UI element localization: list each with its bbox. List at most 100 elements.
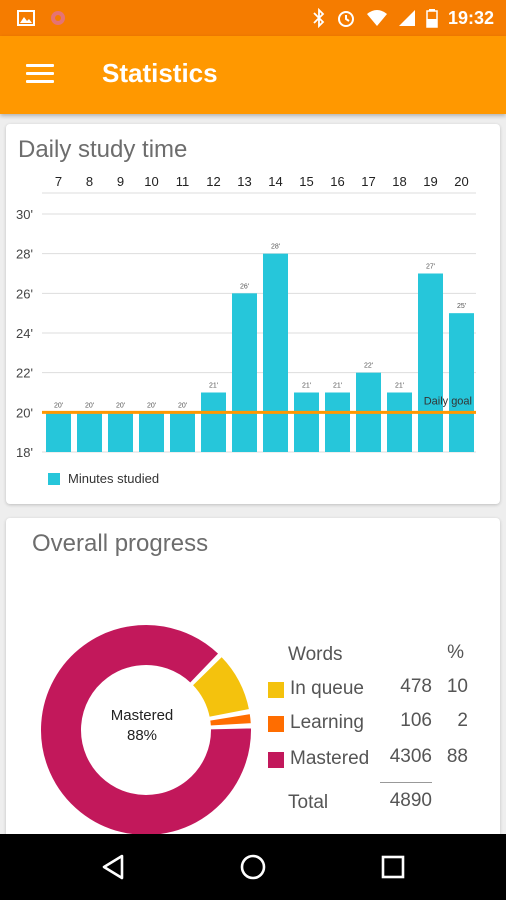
bar-value-label: 26': [240, 283, 249, 290]
bar: [139, 412, 164, 452]
back-icon[interactable]: [98, 852, 128, 882]
header-pct: %: [447, 642, 464, 663]
bar: [46, 412, 71, 452]
donut-center-title: Mastered: [110, 707, 174, 724]
x-tick-label: 7: [55, 174, 62, 189]
app-toolbar: Statistics: [0, 36, 506, 114]
bar-value-label: 20': [178, 402, 187, 409]
bar: [201, 392, 226, 452]
daily-study-card: Daily study time 18' 20' 22' 24' 26' 28' 30' 7 2…: [6, 124, 500, 504]
donut-center-value: 88%: [126, 727, 158, 744]
mastered-swatch: [268, 752, 284, 768]
y-tick-label: 26': [16, 286, 33, 301]
bar: [77, 412, 102, 452]
daily-study-chart: 18' 20' 22' 24' 26' 28' 30' 7 20' 8 20' 9 20' 10 20' 11…: [16, 174, 476, 460]
y-tick-label: 28': [16, 247, 33, 262]
recents-icon[interactable]: [378, 852, 408, 882]
bar-value-label: 22': [364, 363, 373, 370]
bar: [108, 412, 133, 452]
row-pct: 88: [446, 746, 468, 767]
donut-center-label: Mastered 88%: [82, 706, 202, 746]
x-tick-label: 9: [117, 174, 124, 189]
x-tick-label: 8: [86, 174, 93, 189]
y-tick-label: 18': [16, 445, 33, 460]
bar: [325, 392, 350, 452]
legend-swatch: [48, 472, 60, 485]
x-tick-label: 19: [423, 174, 437, 189]
menu-icon[interactable]: [26, 64, 54, 86]
bar: [232, 293, 257, 452]
y-tick-label: 30': [16, 207, 33, 222]
progress-row-total: Total 4890: [268, 780, 468, 820]
in-queue-swatch: [268, 682, 284, 698]
bar-value-label: 20': [147, 402, 156, 409]
progress-donut-chart: [39, 623, 253, 837]
bar-value-label: 20': [85, 402, 94, 409]
total-divider: [380, 782, 432, 783]
home-icon[interactable]: [238, 852, 268, 882]
total-label: Total: [288, 792, 329, 813]
header-words: Words: [288, 644, 343, 665]
row-count: 478: [400, 676, 432, 697]
x-tick-label: 11: [176, 174, 190, 189]
chart-legend: Minutes studied: [48, 471, 159, 486]
clock-time: 19:32: [447, 7, 494, 28]
bar-value-label: 25': [457, 303, 466, 310]
bar: [418, 273, 443, 452]
bar: [387, 392, 412, 452]
y-tick-label: 22': [16, 366, 33, 381]
row-pct: 10: [446, 676, 468, 697]
page-title: Statistics: [102, 58, 218, 88]
bar: [170, 412, 195, 452]
app-notification-icon: [51, 11, 65, 25]
status-bar: 19:32: [0, 0, 506, 36]
x-tick-label: 15: [299, 174, 313, 189]
daily-study-title: Daily study time: [18, 136, 188, 163]
x-tick-label: 12: [206, 174, 220, 189]
progress-row-mastered: Mastered 4306 88: [268, 742, 468, 780]
progress-table-header: Words %: [268, 640, 468, 674]
bar-value-label: 28': [271, 244, 280, 251]
bar-value-label: 21': [333, 383, 342, 390]
row-count: 106: [400, 710, 432, 731]
bar-value-label: 20': [116, 402, 125, 409]
bar-value-label: 21': [209, 383, 218, 390]
bar: [294, 392, 319, 452]
y-tick-label: 24': [16, 326, 33, 341]
overall-progress-card: Overall progress Mastered 88% Words % In…: [6, 518, 500, 838]
legend-label: Minutes studied: [68, 471, 160, 486]
bar-value-label: 21': [302, 383, 311, 390]
x-tick-label: 17: [361, 174, 375, 189]
bar-value-label: 21': [395, 383, 404, 390]
signal-icon: [398, 10, 415, 26]
daily-goal-label: Daily goal: [424, 395, 472, 407]
donut-slice-in-queue: [190, 654, 252, 720]
overall-progress-title: Overall progress: [32, 530, 209, 557]
bar-value-label: 27': [426, 264, 435, 271]
x-tick-label: 10: [144, 174, 158, 189]
donut-slice-learning: [208, 711, 253, 728]
x-tick-label: 18: [392, 174, 406, 189]
row-label: In queue: [290, 678, 364, 699]
x-tick-label: 16: [330, 174, 344, 189]
total-value: 4890: [389, 790, 432, 811]
row-label: Learning: [290, 712, 364, 733]
progress-row-in-queue: In queue 478 10: [268, 674, 468, 708]
y-tick-label: 20': [16, 405, 33, 420]
image-notification-icon: [17, 10, 35, 26]
row-pct: 2: [457, 710, 468, 731]
battery-icon: [426, 9, 438, 28]
bar-value-label: 20': [54, 402, 63, 409]
x-tick-label: 13: [237, 174, 251, 189]
x-tick-label: 14: [268, 174, 282, 189]
progress-table: Words % In queue 478 10 Learning 106 2 M…: [268, 640, 468, 820]
row-count: 4306: [389, 746, 432, 767]
progress-row-learning: Learning 106 2: [268, 708, 468, 742]
system-navigation-bar: [0, 834, 506, 900]
wifi-icon: [366, 10, 387, 26]
bluetooth-icon: [313, 8, 325, 28]
bar: [263, 253, 288, 452]
bar: [449, 313, 474, 452]
alarm-icon: [337, 11, 354, 27]
learning-swatch: [268, 716, 284, 732]
